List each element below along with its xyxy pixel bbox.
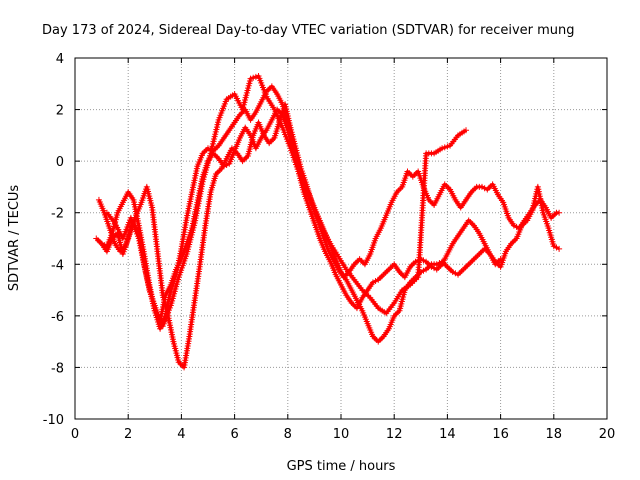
x-axis-label: GPS time / hours (287, 459, 396, 474)
chart-title: Day 173 of 2024, Sidereal Day-to-day VTE… (42, 23, 575, 38)
x-tick-label: 6 (230, 427, 238, 442)
y-tick-label: -8 (51, 361, 64, 376)
series-arc-4 (103, 73, 470, 330)
data-point (441, 144, 448, 151)
data-point (428, 263, 435, 270)
data-point (478, 183, 485, 190)
data-point (550, 243, 557, 250)
data-point (252, 73, 259, 80)
data-point (444, 143, 451, 150)
data-point (513, 223, 520, 230)
x-tick-label: 16 (492, 427, 509, 442)
data-point (463, 127, 470, 134)
y-tick-label: 4 (56, 52, 64, 67)
x-tick-label: 10 (333, 427, 350, 442)
x-tick-label: 4 (177, 427, 185, 442)
axis-ticks: 0 2 4 6 8 10 12 14 16 18 20 -10 -8 -6 -4 -2 0 2 4 (43, 52, 616, 442)
x-tick-label: 0 (71, 427, 79, 442)
y-tick-label: 0 (56, 155, 64, 170)
x-tick-label: 14 (439, 427, 456, 442)
x-tick-label: 2 (124, 427, 132, 442)
series-arc-3 (98, 106, 504, 325)
y-tick-label: -2 (51, 207, 64, 222)
x-tick-label: 18 (546, 427, 563, 442)
y-tick-label: -6 (51, 310, 64, 325)
data-point (510, 222, 517, 229)
data-point (247, 75, 254, 82)
data-point (420, 257, 427, 264)
y-tick-label: -10 (43, 413, 64, 428)
data-point (220, 163, 227, 170)
data-point (553, 244, 560, 251)
series-arc-2 (95, 101, 563, 371)
data-point (250, 74, 257, 81)
data-point (369, 279, 376, 286)
series-layer (93, 73, 563, 371)
y-axis-label: SDTVAR / TECUs (7, 185, 22, 292)
data-point (497, 256, 504, 263)
y-tick-label: 2 (56, 104, 64, 119)
x-tick-label: 12 (386, 427, 403, 442)
data-point (439, 145, 446, 152)
x-tick-label: 8 (284, 427, 292, 442)
data-point (412, 258, 419, 265)
data-point (556, 245, 563, 252)
data-point (372, 278, 379, 285)
data-point (420, 267, 427, 274)
data-point (556, 209, 563, 216)
data-point (449, 269, 456, 276)
data-point (223, 162, 230, 169)
data-point (433, 261, 440, 268)
y-tick-label: -4 (51, 258, 64, 273)
x-tick-label: 20 (599, 427, 616, 442)
